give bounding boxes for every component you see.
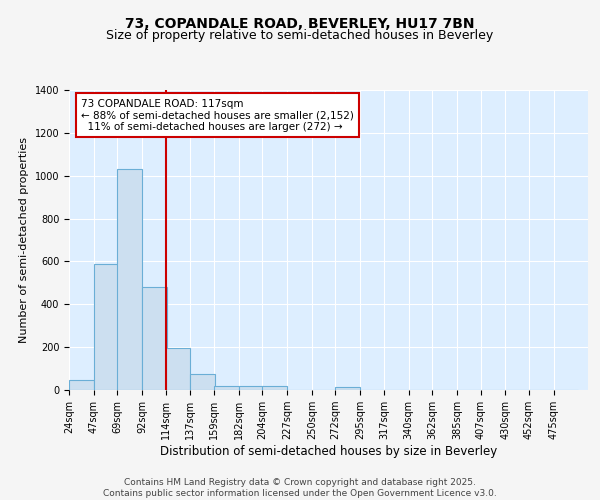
Bar: [69, 380, 94, 390]
Bar: [214, 386, 239, 390]
Bar: [190, 374, 215, 390]
Bar: [262, 386, 287, 390]
Bar: [94, 264, 118, 390]
Bar: [142, 287, 167, 390]
Text: 73, COPANDALE ROAD, BEVERLEY, HU17 7BN: 73, COPANDALE ROAD, BEVERLEY, HU17 7BN: [125, 18, 475, 32]
Bar: [335, 387, 360, 390]
Bar: [166, 348, 190, 390]
Text: Contains HM Land Registry data © Crown copyright and database right 2025.
Contai: Contains HM Land Registry data © Crown c…: [103, 478, 497, 498]
Text: 73 COPANDALE ROAD: 117sqm
← 88% of semi-detached houses are smaller (2,152)
  11: 73 COPANDALE ROAD: 117sqm ← 88% of semi-…: [82, 98, 354, 132]
Text: Size of property relative to semi-detached houses in Beverley: Size of property relative to semi-detach…: [106, 29, 494, 42]
Bar: [239, 386, 263, 390]
Y-axis label: Number of semi-detached properties: Number of semi-detached properties: [19, 137, 29, 343]
Bar: [118, 170, 142, 390]
X-axis label: Distribution of semi-detached houses by size in Beverley: Distribution of semi-detached houses by …: [160, 445, 497, 458]
